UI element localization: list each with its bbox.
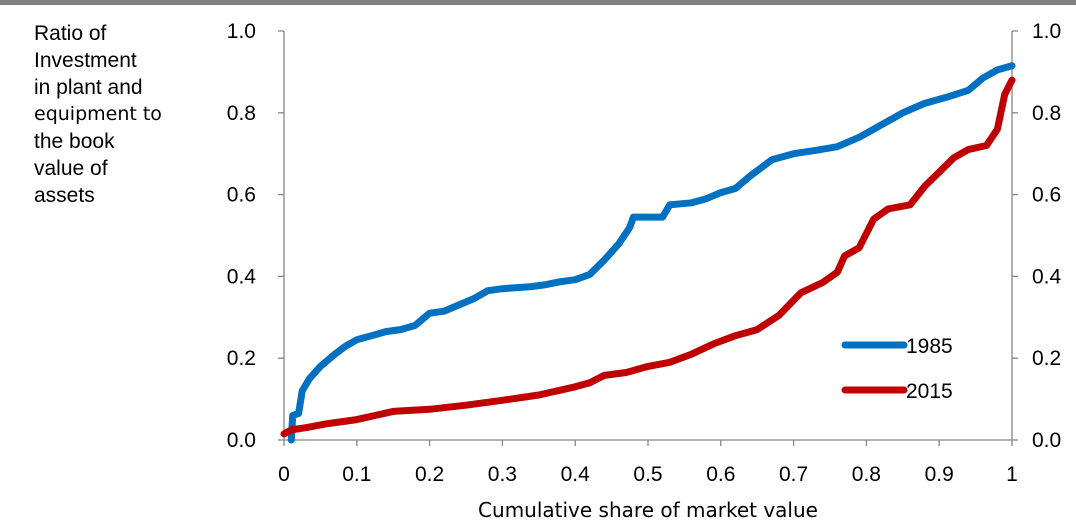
y-tick-label-right: 0.4: [1032, 265, 1062, 288]
x-tick-label: 0.1: [342, 463, 371, 486]
x-tick-label: 0: [278, 463, 290, 486]
top-rule: [0, 0, 1076, 5]
x-tick-label: 0.7: [779, 463, 808, 486]
legend-label-1985: 1985: [906, 335, 953, 358]
x-axis-title: Cumulative share of market value: [478, 498, 818, 522]
axes: [278, 30, 1018, 446]
y-tick-label-left: 0.4: [227, 265, 257, 288]
x-tick-label: 0.2: [415, 463, 444, 486]
tick-labels: 0.0 0.0 0.2 0.2 0.4 0.4 0.6 0.6 0.8 0.8 1.0 1.0 0 0.1…: [227, 20, 1062, 486]
y-axis-title-line: value of: [34, 157, 108, 180]
y-tick-label-right: 1.0: [1032, 20, 1061, 43]
x-tick-label: 0.5: [633, 463, 662, 486]
y-tick-label-right: 0.8: [1032, 102, 1061, 125]
y-tick-label-left: 0.6: [227, 184, 256, 207]
y-tick-label-left: 0.2: [227, 347, 256, 370]
x-tick-label: 0.3: [488, 463, 517, 486]
x-tick-label: 0.8: [852, 463, 881, 486]
x-tick-label: 0.4: [561, 463, 591, 486]
y-axis-title-line: the book: [34, 130, 115, 153]
y-tick-label-left: 0.0: [227, 429, 256, 452]
x-tick-label: 0.6: [706, 463, 735, 486]
x-tick-label: 1: [1006, 463, 1018, 486]
legend-label-2015: 2015: [906, 380, 953, 403]
y-axis-title-line: assets: [34, 184, 95, 207]
y-tick-label-left: 1.0: [227, 20, 256, 43]
series-line-2015: [280, 76, 1016, 438]
y-axis-title-line: Ratio of: [34, 22, 107, 45]
series-line-1985: [287, 62, 1016, 444]
y-tick-label-right: 0.6: [1032, 184, 1061, 207]
y-tick-label-right: 0.2: [1032, 347, 1061, 370]
y-axis-title: Ratio of Investment in plant and equipme…: [34, 20, 174, 209]
y-axis-title-line: Investment: [34, 49, 137, 72]
x-tick-label: 0.9: [925, 463, 954, 486]
legend: 1985 2015: [841, 335, 953, 403]
y-axis-title-line: in plant and: [34, 76, 143, 99]
y-axis-title-line: equipment to: [34, 103, 162, 125]
y-tick-label-left: 0.8: [227, 102, 256, 125]
series-lines: [280, 62, 1016, 444]
y-tick-label-right: 0.0: [1032, 429, 1061, 452]
